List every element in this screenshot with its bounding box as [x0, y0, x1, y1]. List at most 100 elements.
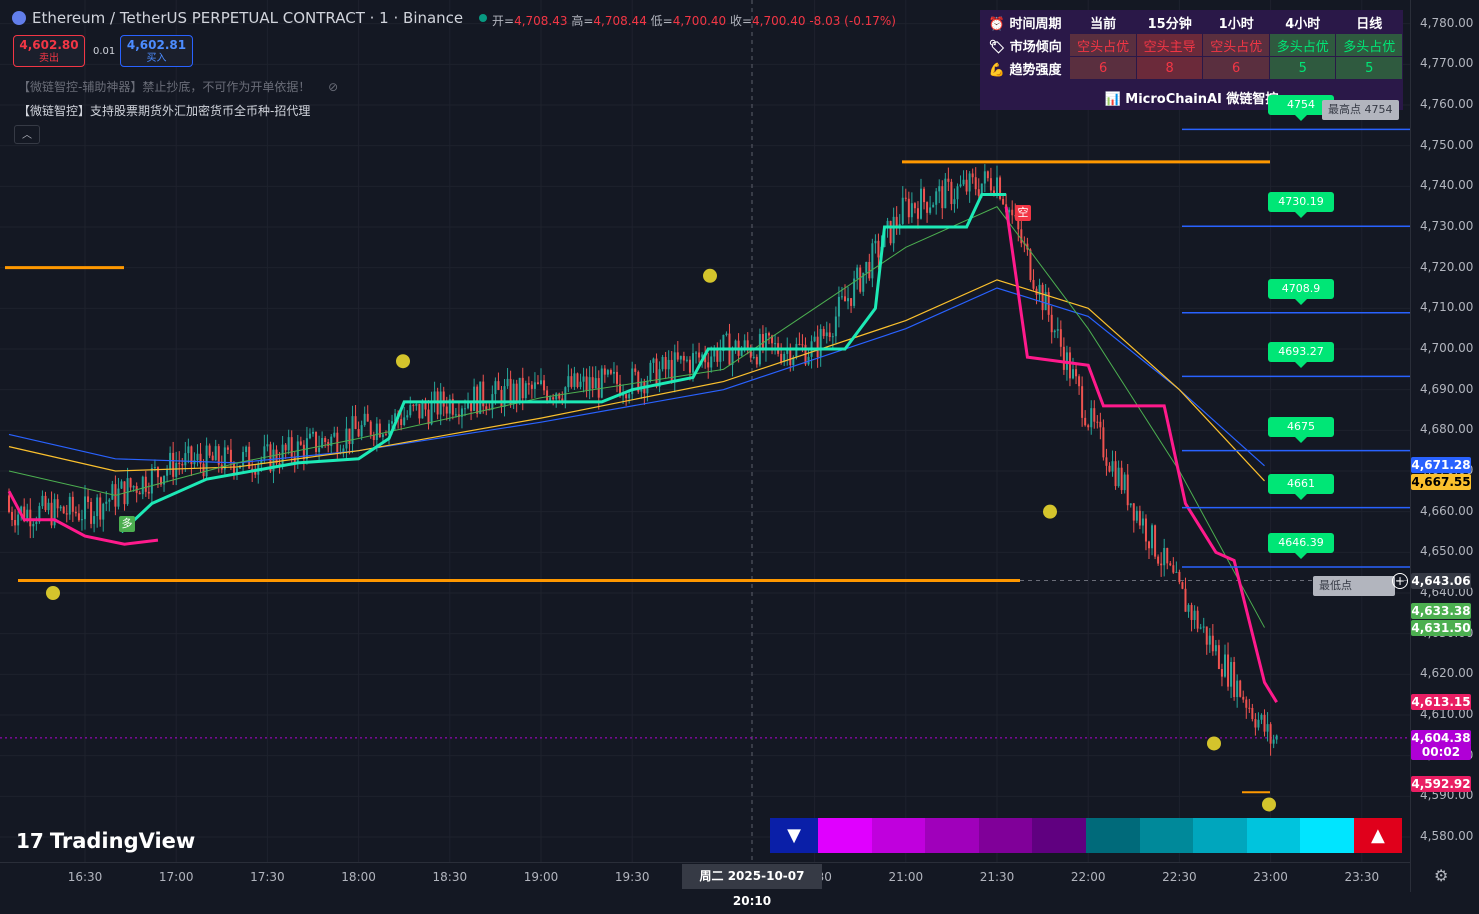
hidden-eye-icon[interactable]: ⊘: [328, 80, 339, 94]
candle-body: [172, 452, 175, 477]
price-tick: 4,700.00: [1420, 341, 1474, 355]
candle-body: [874, 240, 877, 244]
time-tick: 18:00: [341, 870, 376, 884]
candle-body: [144, 476, 147, 492]
time-axis[interactable]: [0, 862, 1410, 893]
bias-4h: 多头占优: [1269, 34, 1336, 56]
candle-body: [1053, 330, 1056, 333]
tradingview-logo[interactable]: 𝟭𝟳 TradingView: [16, 829, 196, 853]
candle-body: [740, 349, 743, 356]
candle-body: [506, 378, 509, 387]
candle-body: [1020, 229, 1023, 244]
time-tick: 19:30: [614, 870, 650, 884]
candle-body: [1084, 417, 1087, 426]
price-tick: 4,770.00: [1420, 56, 1474, 71]
time-tick: 21:00: [888, 870, 924, 884]
candle-body: [181, 464, 184, 466]
candle-body: [38, 506, 41, 522]
candle-body: [1193, 610, 1196, 621]
candle-body: [406, 415, 409, 418]
candle-body: [974, 177, 977, 190]
candle-body: [816, 336, 819, 358]
candle-body: [892, 216, 895, 244]
candle-body: [515, 383, 518, 402]
candle-body: [1114, 461, 1117, 487]
momentum-gradient-bar: ▼ ▲: [770, 818, 1403, 853]
candle-body: [312, 431, 314, 434]
candle-body: [1017, 215, 1020, 230]
candle-body: [11, 511, 14, 520]
candle-body: [825, 332, 828, 337]
collapse-legend-button[interactable]: ︿: [14, 125, 40, 144]
candle-body: [460, 408, 463, 417]
candle-body: [217, 446, 220, 465]
candle-body: [90, 501, 93, 524]
price-axis-tag: 4,604.38: [1411, 730, 1471, 746]
candle-body: [761, 334, 764, 350]
candle-body: [302, 444, 305, 460]
candle-body: [47, 502, 50, 511]
candle-body: [1090, 408, 1093, 428]
candle-body: [318, 447, 321, 452]
candle-body: [844, 296, 846, 302]
level-label: 4675: [1268, 416, 1334, 443]
candle-body: [500, 389, 503, 407]
candle-body: [588, 377, 591, 391]
sell-button[interactable]: 4,602.80 卖出: [13, 35, 85, 67]
candle-body: [567, 376, 570, 388]
candle-body: [190, 446, 193, 465]
candle-body: [366, 413, 369, 422]
candle-body: [725, 333, 728, 335]
indicator-legend-2[interactable]: 【微链智控】支持股票期货外汇加密货币全币种-招代理: [18, 104, 311, 118]
candle-body: [430, 401, 433, 425]
ma-mid-line: [8, 279, 1265, 482]
candle-body: [236, 468, 238, 474]
strength-current: 6: [1070, 57, 1136, 79]
candle-body: [1062, 346, 1065, 370]
candle-body: [628, 394, 631, 399]
candle-body: [1233, 661, 1236, 698]
candle-body: [749, 347, 752, 358]
candle-body: [442, 391, 445, 407]
candle-body: [160, 477, 162, 485]
indicator-legend-1[interactable]: 【微链智控-辅助神器】禁止抄底，不可作为开单依据！ ⊘: [18, 80, 339, 94]
price-chart[interactable]: [0, 0, 1479, 892]
level-label: 4693.27: [1268, 342, 1334, 369]
price-axis-tag: 4,631.50: [1411, 620, 1471, 636]
close-value: 4,700.40: [752, 14, 806, 28]
candle-body: [254, 471, 257, 475]
trend-table: ⏰ 时间周期 当前 15分钟 1小时 4小时 日线 🏷 市场倾向 空头占优 空头…: [980, 10, 1403, 110]
candle-body: [996, 177, 998, 195]
price-tick: 4,780.00: [1420, 15, 1474, 30]
trend-bear-line-left: [7, 490, 159, 546]
candle-body: [214, 446, 217, 461]
candle-body: [695, 352, 698, 354]
candle-body: [536, 382, 539, 385]
candle-body: [1126, 474, 1129, 506]
candle-body: [403, 417, 406, 426]
candle-body: [743, 340, 746, 350]
candle-body: [591, 377, 594, 389]
candle-body: [208, 445, 211, 456]
candle-body: [1242, 696, 1245, 700]
candle-body: [801, 344, 804, 346]
candle-body: [26, 509, 29, 521]
candle-body: [87, 496, 90, 502]
table-header-1h: 1小时: [1218, 16, 1254, 32]
time-tick: 23:00: [1253, 870, 1288, 884]
candle-body: [637, 371, 640, 392]
candle-body: [619, 383, 622, 396]
candle-body: [634, 368, 637, 372]
candle-body: [8, 495, 10, 512]
symbol-title[interactable]: Ethereum / TetherUS PERPETUAL CONTRACT ·…: [32, 9, 464, 27]
settings-gear-icon[interactable]: ⚙: [1434, 866, 1449, 885]
candle-body: [424, 403, 427, 410]
candle-body: [111, 484, 114, 500]
candle-body: [330, 436, 333, 447]
candle-body: [503, 386, 506, 407]
crosshair-plus-icon[interactable]: +: [1392, 573, 1408, 589]
candle-body: [211, 455, 214, 461]
price-axis-tag: 4,643.06: [1411, 573, 1471, 589]
buy-button[interactable]: 4,602.81 买入: [120, 35, 193, 67]
candle-body: [1117, 467, 1120, 487]
